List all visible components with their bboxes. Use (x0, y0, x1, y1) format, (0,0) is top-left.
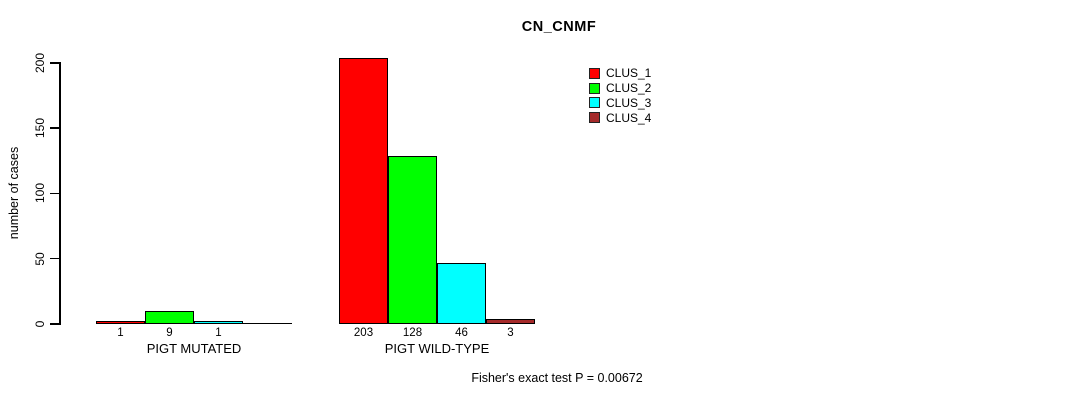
bar-clus_2-mutated (145, 311, 194, 324)
legend-item-clus_3: CLUS_3 (589, 96, 651, 111)
legend: CLUS_1 CLUS_2 CLUS_3 CLUS_4 (589, 66, 651, 125)
y-tick (50, 62, 60, 64)
legend-label: CLUS_4 (606, 110, 652, 125)
legend-swatch-icon (589, 82, 600, 94)
legend-swatch-icon (589, 112, 600, 124)
y-tick (50, 192, 60, 195)
legend-swatch-icon (589, 67, 600, 79)
legend-label: CLUS_3 (606, 95, 652, 110)
chart-title: CN_CNMF (521, 19, 597, 35)
legend-label: CLUS_1 (606, 66, 652, 81)
y-tick-label: 100 (33, 183, 47, 204)
bar-value-label: 3 (507, 327, 514, 339)
x-group-label: PIGT MUTATED (146, 341, 242, 356)
x-group-label: PIGT WILD-TYPE (384, 341, 490, 356)
bar-value-label: 128 (402, 327, 423, 339)
y-tick-label: 200 (33, 52, 47, 73)
fisher-test-annotation: Fisher's exact test P = 0.00672 (471, 371, 643, 385)
bar-clus_4-zero (243, 322, 292, 324)
y-tick (50, 257, 60, 260)
y-axis-label: number of cases (7, 146, 21, 240)
y-tick (50, 127, 60, 129)
y-tick (50, 323, 60, 325)
y-tick-label: 50 (33, 252, 47, 266)
legend-swatch-icon (589, 97, 600, 109)
bar-clus_2-wildtype (388, 156, 437, 324)
y-tick-label: 0 (33, 320, 47, 328)
legend-item-clus_1: CLUS_1 (589, 66, 651, 81)
legend-item-clus_2: CLUS_2 (589, 81, 651, 96)
legend-label: CLUS_2 (606, 81, 652, 96)
bar-clus_3-wildtype (437, 263, 486, 324)
bar-value-label: 203 (353, 327, 374, 339)
bar-clus_3-mutated (194, 321, 243, 324)
bar-clus_1-wildtype (339, 58, 388, 324)
bar-value-label: 1 (117, 327, 124, 339)
bar-clus_4-wildtype (486, 319, 535, 324)
bar-value-label: 9 (166, 327, 173, 339)
bar-value-label: 1 (215, 327, 222, 339)
legend-item-clus_4: CLUS_4 (589, 110, 651, 125)
bar-value-label: 46 (455, 327, 468, 339)
bar-clus_1-mutated (96, 321, 145, 324)
y-tick-label: 150 (33, 118, 47, 139)
